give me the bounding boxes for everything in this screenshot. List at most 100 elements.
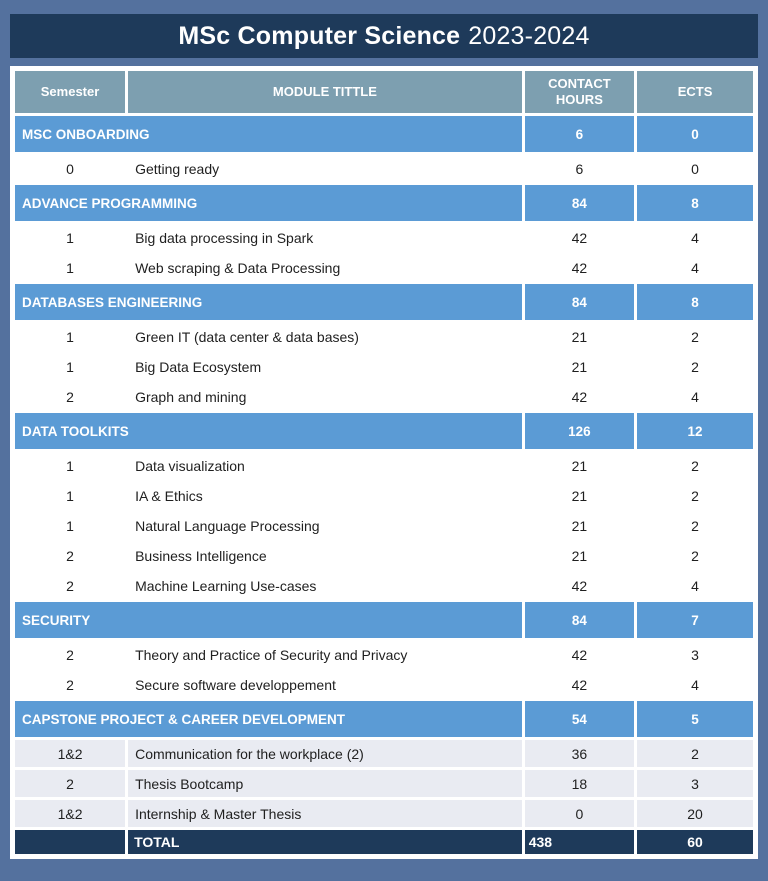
module-semester: 1&2 — [15, 740, 126, 767]
module-row: 1 Green IT (data center & data bases) 21 2 — [15, 323, 753, 350]
section-row: MSC ONBOARDING 6 0 — [15, 116, 753, 152]
module-contact-hours: 0 — [524, 800, 635, 827]
section-row: ADVANCE PROGRAMMING 84 8 — [15, 185, 753, 221]
curriculum-table: Semester MODULE TITTLE CONTACT HOURS ECT… — [10, 66, 758, 859]
module-ects: 20 — [637, 800, 753, 827]
section-ects: 0 — [637, 116, 753, 152]
section-row: DATA TOOLKITS 126 12 — [15, 413, 753, 449]
module-title: Graph and mining — [128, 383, 522, 410]
module-ects: 0 — [637, 155, 753, 182]
module-ects: 2 — [637, 740, 753, 767]
module-ects: 4 — [637, 383, 753, 410]
module-title: IA & Ethics — [128, 482, 522, 509]
module-title: Getting ready — [128, 155, 522, 182]
section-name: DATABASES ENGINEERING — [15, 284, 522, 320]
module-semester: 2 — [15, 572, 126, 599]
module-ects: 4 — [637, 254, 753, 281]
module-ects: 3 — [637, 770, 753, 797]
total-ects: 60 — [637, 830, 753, 854]
module-title: Internship & Master Thesis — [128, 800, 522, 827]
module-contact-hours: 21 — [524, 482, 635, 509]
module-contact-hours: 21 — [524, 323, 635, 350]
section-name: CAPSTONE PROJECT & CAREER DEVELOPMENT — [15, 701, 522, 737]
module-title: Data visualization — [128, 452, 522, 479]
module-semester: 1&2 — [15, 800, 126, 827]
module-row: 1&2 Internship & Master Thesis 0 20 — [15, 800, 753, 827]
section-name: SECURITY — [15, 602, 522, 638]
module-semester: 1 — [15, 482, 126, 509]
section-contact-hours: 6 — [524, 116, 635, 152]
module-row: 2 Business Intelligence 21 2 — [15, 542, 753, 569]
page-title: MSc Computer Science 2023-2024 — [10, 14, 758, 58]
section-ects: 8 — [637, 185, 753, 221]
section-contact-hours: 84 — [524, 284, 635, 320]
section-ects: 12 — [637, 413, 753, 449]
module-contact-hours: 18 — [524, 770, 635, 797]
module-row: 2 Thesis Bootcamp 18 3 — [15, 770, 753, 797]
section-name: DATA TOOLKITS — [15, 413, 522, 449]
total-contact-hours: 438 — [524, 830, 635, 854]
module-row: 1&2 Communication for the workplace (2) 36… — [15, 740, 753, 767]
module-contact-hours: 21 — [524, 512, 635, 539]
header-contact-hours: CONTACT HOURS — [524, 71, 635, 113]
module-title: Green IT (data center & data bases) — [128, 323, 522, 350]
total-label: TOTAL — [128, 830, 522, 854]
module-semester: 1 — [15, 254, 126, 281]
module-ects: 2 — [637, 323, 753, 350]
module-title: Machine Learning Use-cases — [128, 572, 522, 599]
module-semester: 1 — [15, 224, 126, 251]
module-semester: 2 — [15, 542, 126, 569]
module-row: 1 Natural Language Processing 21 2 — [15, 512, 753, 539]
header-ects: ECTS — [637, 71, 753, 113]
section-contact-hours: 84 — [524, 185, 635, 221]
module-title: Business Intelligence — [128, 542, 522, 569]
module-semester: 2 — [15, 641, 126, 668]
header-module-title: MODULE TITTLE — [128, 71, 522, 113]
section-contact-hours: 126 — [524, 413, 635, 449]
module-semester: 0 — [15, 155, 126, 182]
module-contact-hours: 42 — [524, 572, 635, 599]
module-semester: 1 — [15, 512, 126, 539]
module-ects: 2 — [637, 353, 753, 380]
module-ects: 3 — [637, 641, 753, 668]
module-title: Thesis Bootcamp — [128, 770, 522, 797]
module-ects: 4 — [637, 572, 753, 599]
table-header-row: Semester MODULE TITTLE CONTACT HOURS ECT… — [15, 71, 753, 113]
module-semester: 2 — [15, 770, 126, 797]
module-contact-hours: 42 — [524, 224, 635, 251]
module-contact-hours: 21 — [524, 452, 635, 479]
section-row: DATABASES ENGINEERING 84 8 — [15, 284, 753, 320]
module-title: Web scraping & Data Processing — [128, 254, 522, 281]
module-row: 1 Big data processing in Spark 42 4 — [15, 224, 753, 251]
section-contact-hours: 84 — [524, 602, 635, 638]
module-contact-hours: 42 — [524, 671, 635, 698]
module-row: 2 Theory and Practice of Security and Pri… — [15, 641, 753, 668]
module-title: Big data processing in Spark — [128, 224, 522, 251]
header-semester: Semester — [15, 71, 126, 113]
module-contact-hours: 21 — [524, 353, 635, 380]
section-ects: 8 — [637, 284, 753, 320]
section-ects: 5 — [637, 701, 753, 737]
module-row: 1 Big Data Ecosystem 21 2 — [15, 353, 753, 380]
section-ects: 7 — [637, 602, 753, 638]
section-name: ADVANCE PROGRAMMING — [15, 185, 522, 221]
module-contact-hours: 42 — [524, 254, 635, 281]
module-title: Communication for the workplace (2) — [128, 740, 522, 767]
title-course-name: MSc Computer Science — [178, 21, 461, 50]
module-contact-hours: 6 — [524, 155, 635, 182]
total-empty-cell — [15, 830, 126, 854]
module-ects: 2 — [637, 542, 753, 569]
module-row: 2 Graph and mining 42 4 — [15, 383, 753, 410]
section-row: SECURITY 84 7 — [15, 602, 753, 638]
module-ects: 4 — [637, 671, 753, 698]
module-row: 1 Web scraping & Data Processing 42 4 — [15, 254, 753, 281]
module-title: Theory and Practice of Security and Priv… — [128, 641, 522, 668]
module-contact-hours: 42 — [524, 383, 635, 410]
section-contact-hours: 54 — [524, 701, 635, 737]
module-ects: 2 — [637, 512, 753, 539]
section-name: MSC ONBOARDING — [15, 116, 522, 152]
module-ects: 2 — [637, 452, 753, 479]
module-contact-hours: 21 — [524, 542, 635, 569]
module-contact-hours: 36 — [524, 740, 635, 767]
